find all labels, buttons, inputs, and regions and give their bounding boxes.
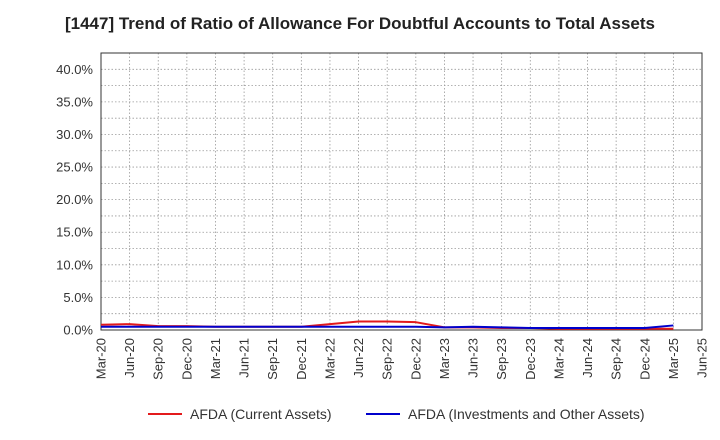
x-tick-label: Jun-20 — [122, 338, 137, 378]
y-tick-label: 25.0% — [56, 160, 93, 175]
grid-layer — [101, 53, 702, 330]
x-tick-label: Mar-20 — [94, 338, 109, 379]
x-tick-label: Dec-22 — [408, 338, 423, 380]
x-tick-label: Dec-20 — [179, 338, 194, 380]
y-tick-label: 40.0% — [56, 62, 93, 77]
x-tick-label: Jun-24 — [580, 338, 595, 378]
x-tick-label: Dec-21 — [294, 338, 309, 380]
series-layer — [100, 320, 674, 330]
legend-label-1: AFDA (Current Assets) — [190, 406, 332, 422]
series-line-2 — [101, 324, 674, 330]
y-tick-label: 5.0% — [63, 290, 93, 305]
x-tick-layer: Mar-20 Jun-20 Sep-20 Dec-20 Mar-21 Jun-21 Sep-… — [94, 338, 710, 380]
x-tick-label: Mar-21 — [208, 338, 223, 379]
x-tick-label: Mar-25 — [666, 338, 681, 379]
x-tick-label: Jun-22 — [351, 338, 366, 378]
legend-layer: AFDA (Current Assets) AFDA (Investments a… — [148, 406, 645, 422]
y-tick-label: 0.0% — [63, 323, 93, 338]
y-tick-label: 15.0% — [56, 225, 93, 240]
y-tick-label: 20.0% — [56, 192, 93, 207]
x-tick-label: Jun-23 — [466, 338, 481, 378]
plot-frame — [100, 52, 703, 331]
x-tick-label: Jun-21 — [237, 338, 252, 378]
x-tick-label: Mar-22 — [322, 338, 337, 379]
x-tick-label: Dec-23 — [523, 338, 538, 380]
y-tick-label: 30.0% — [56, 127, 93, 142]
x-tick-label: Sep-20 — [151, 338, 166, 380]
y-tick-layer: 0.0% 5.0% 10.0% 15.0% 20.0% 25.0% 30.0% 35.0% 40… — [56, 62, 93, 338]
x-tick-label: Sep-22 — [380, 338, 395, 380]
x-tick-label: Sep-21 — [265, 338, 280, 380]
legend-label-2: AFDA (Investments and Other Assets) — [408, 406, 645, 422]
x-tick-label: Dec-24 — [637, 338, 652, 380]
x-tick-label: Mar-24 — [551, 338, 566, 379]
y-tick-label: 10.0% — [56, 257, 93, 272]
x-tick-label: Sep-24 — [609, 338, 624, 380]
y-tick-label: 35.0% — [56, 94, 93, 109]
x-tick-label: Sep-23 — [494, 338, 509, 380]
x-tick-label: Mar-23 — [437, 338, 452, 379]
x-tick-label: Jun-25 — [695, 338, 710, 378]
chart-title: [1447] Trend of Ratio of Allowance For D… — [64, 14, 655, 33]
